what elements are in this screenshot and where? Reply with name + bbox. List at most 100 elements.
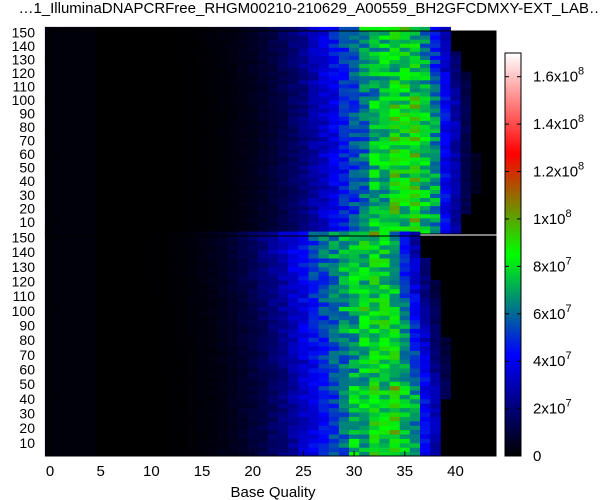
heatmap-cell xyxy=(257,231,269,237)
heatmap-cell xyxy=(369,271,380,277)
heatmap-cell xyxy=(267,240,279,246)
heatmap-cell xyxy=(328,354,340,360)
heatmap-cell xyxy=(227,128,238,133)
heatmap-cell xyxy=(338,128,350,133)
heatmap-cell xyxy=(65,201,76,207)
heatmap-cell xyxy=(308,128,320,133)
heatmap-cell xyxy=(328,324,340,329)
heatmap-cell xyxy=(115,35,127,40)
heatmap-cell xyxy=(115,116,127,121)
heatmap-cell xyxy=(298,394,309,400)
heatmap-cell xyxy=(399,354,411,360)
heatmap-cell xyxy=(409,332,421,338)
heatmap-cell xyxy=(409,390,421,395)
heatmap-cell xyxy=(349,112,360,117)
heatmap-cell xyxy=(409,253,421,259)
heatmap-cell xyxy=(399,132,411,138)
heatmap-cell xyxy=(95,266,107,272)
heatmap-cell xyxy=(288,271,299,277)
heatmap-cell xyxy=(105,319,117,325)
heatmap-cell xyxy=(186,189,198,194)
heatmap-cell xyxy=(207,43,218,48)
x-tick-label: 10 xyxy=(143,463,160,480)
heatmap-cell xyxy=(318,35,330,40)
heatmap-cell xyxy=(440,91,451,97)
heatmap-cell xyxy=(55,350,66,356)
heatmap-cell xyxy=(166,75,178,81)
heatmap-cell xyxy=(126,169,137,174)
heatmap-cell xyxy=(257,310,269,316)
heatmap-cell xyxy=(267,341,279,347)
heatmap-cell xyxy=(85,293,97,299)
heatmap-cell xyxy=(267,346,279,351)
heatmap-cell xyxy=(247,244,259,250)
heatmap-cell xyxy=(430,381,441,387)
heatmap-cell xyxy=(257,429,269,435)
heatmap-cell xyxy=(399,350,411,356)
heatmap-cell xyxy=(288,324,299,329)
heatmap-cell xyxy=(318,341,330,347)
heatmap-cell xyxy=(95,302,107,307)
heatmap-cell xyxy=(247,324,259,329)
heatmap-cell xyxy=(369,59,380,64)
heatmap-cell xyxy=(389,79,401,85)
heatmap-cell xyxy=(227,337,238,343)
heatmap-cell xyxy=(105,337,117,343)
heatmap-cell xyxy=(399,225,411,231)
heatmap-cell xyxy=(379,271,390,277)
heatmap-cell xyxy=(207,350,218,356)
heatmap-cell xyxy=(430,324,441,329)
heatmap-cell xyxy=(278,390,289,395)
heatmap-cell xyxy=(420,429,431,435)
heatmap-cell xyxy=(197,181,208,186)
heatmap-cell xyxy=(65,120,76,125)
heatmap-cell xyxy=(298,416,309,422)
heatmap-cell xyxy=(379,350,390,356)
heatmap-cell xyxy=(257,165,269,170)
heatmap-cell xyxy=(278,328,289,334)
heatmap-cell xyxy=(75,328,86,334)
heatmap-cell xyxy=(430,67,441,73)
heatmap-cell xyxy=(420,116,431,121)
heatmap-cell xyxy=(308,258,320,263)
heatmap-cell xyxy=(369,451,380,457)
heatmap-cell xyxy=(409,181,421,186)
heatmap-cell xyxy=(308,315,320,321)
heatmap-cell xyxy=(298,120,309,125)
heatmap-cell xyxy=(197,221,208,227)
heatmap-cell xyxy=(95,350,107,356)
heatmap-cell xyxy=(389,71,401,77)
heatmap-cell xyxy=(186,165,198,170)
heatmap-cell xyxy=(227,412,238,417)
heatmap-cell xyxy=(430,302,441,307)
heatmap-cell xyxy=(186,160,198,166)
heatmap-cell xyxy=(105,407,117,413)
heatmap-cell xyxy=(420,310,431,316)
heatmap-cell xyxy=(247,381,259,387)
heatmap-cell xyxy=(75,280,86,285)
heatmap-cell xyxy=(105,100,117,105)
heatmap-cell xyxy=(440,181,451,186)
heatmap-cell xyxy=(115,169,127,174)
heatmap-cell xyxy=(379,451,390,457)
heatmap-cell xyxy=(247,140,259,146)
heatmap-cell xyxy=(399,47,411,52)
heatmap-cell xyxy=(257,328,269,334)
heatmap-cell xyxy=(166,337,178,343)
heatmap-cell xyxy=(278,63,289,69)
heatmap-cell xyxy=(257,385,269,391)
heatmap-cell xyxy=(126,83,137,89)
heatmap-cell xyxy=(65,363,76,369)
heatmap-cell xyxy=(105,341,117,347)
heatmap-cell xyxy=(75,240,86,246)
heatmap-cell xyxy=(440,120,451,125)
heatmap-cell xyxy=(65,189,76,194)
heatmap-cell xyxy=(227,221,238,227)
heatmap-cell xyxy=(308,284,320,290)
heatmap-cell xyxy=(126,319,137,325)
heatmap-cell xyxy=(389,403,401,409)
heatmap-cell xyxy=(440,39,451,44)
heatmap-cell xyxy=(146,43,157,48)
heatmap-cell xyxy=(126,346,137,351)
heatmap-cell xyxy=(156,310,167,316)
